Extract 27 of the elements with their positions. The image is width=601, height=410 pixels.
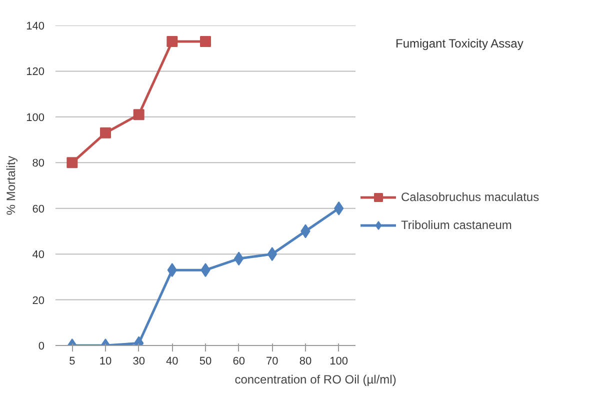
x-tick-label: 5 [69, 356, 76, 368]
x-tick-label: 70 [266, 356, 278, 368]
x-tick-label: 80 [299, 356, 312, 368]
x-tick-label: 50 [199, 356, 212, 368]
x-tick-label: 100 [330, 356, 348, 368]
y-tick-label: 100 [26, 112, 45, 124]
x-tick-label: 40 [166, 356, 178, 368]
x-axis-title: concentration of RO Oil (µl/ml) [234, 372, 396, 386]
x-tick-label: 30 [132, 356, 145, 368]
y-tick-label: 120 [26, 66, 45, 78]
y-axis-title: % Mortality [4, 156, 18, 216]
y-tick-label: 80 [32, 158, 45, 170]
legend-label: Calasobruchus maculatus [401, 190, 540, 204]
text: Fumigant Toxicity Assay [396, 36, 524, 50]
x-tick-label: 60 [232, 356, 245, 368]
point [133, 109, 144, 120]
y-tick-label: 20 [32, 294, 45, 307]
x-tick-label: 10 [99, 356, 112, 368]
point [200, 36, 211, 47]
point [66, 157, 78, 168]
y-tick-label: 140 [26, 20, 45, 32]
point [166, 36, 178, 47]
legend-label: Tribolium castaneum [401, 218, 512, 232]
y-tick-label: 40 [32, 249, 45, 262]
y-tick-label: 0 [38, 340, 45, 352]
y-tick-label: 60 [32, 203, 45, 216]
point [100, 127, 111, 138]
